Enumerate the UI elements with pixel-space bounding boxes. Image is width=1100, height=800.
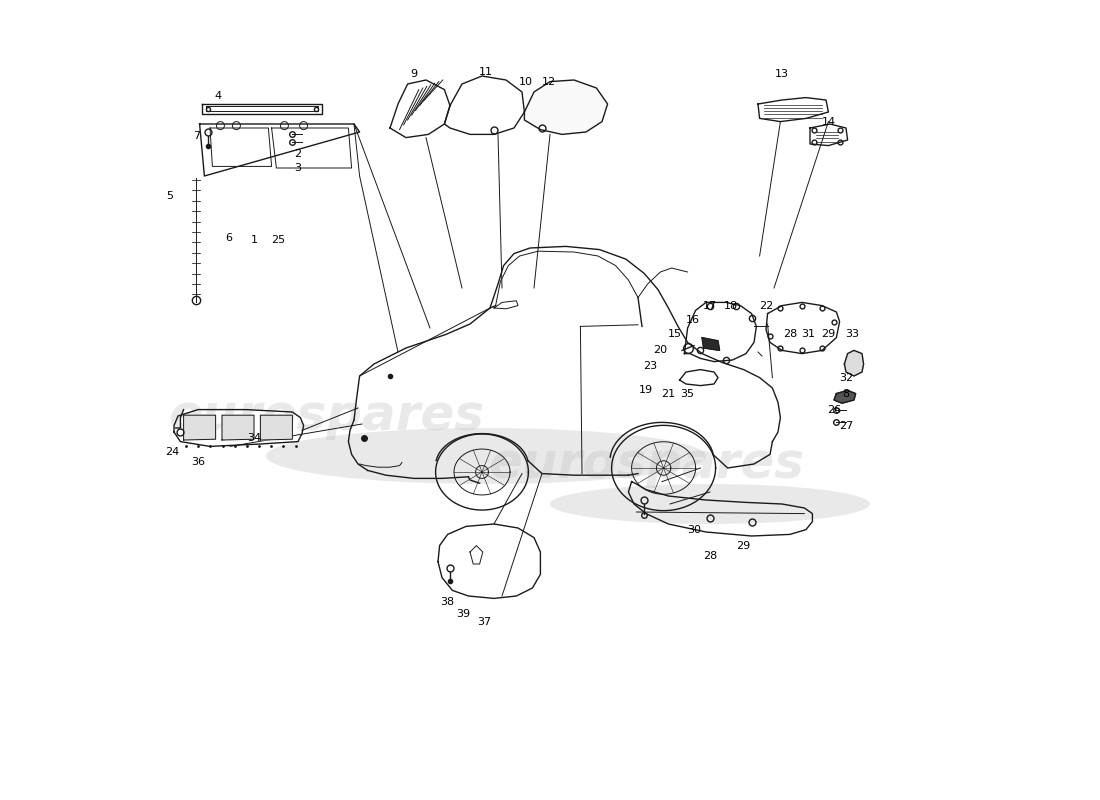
Text: 11: 11 <box>478 67 493 77</box>
Text: 25: 25 <box>271 235 285 245</box>
Text: 15: 15 <box>668 330 682 339</box>
Text: eurospares: eurospares <box>488 440 804 488</box>
Text: 5: 5 <box>166 191 174 201</box>
Text: 16: 16 <box>686 315 701 325</box>
Text: 34: 34 <box>246 434 261 443</box>
Text: 22: 22 <box>759 301 773 310</box>
Text: eurospares: eurospares <box>168 392 484 440</box>
Text: 20: 20 <box>653 346 668 355</box>
Text: 32: 32 <box>839 373 854 382</box>
Text: 12: 12 <box>541 78 556 87</box>
Text: 29: 29 <box>822 330 836 339</box>
Polygon shape <box>184 415 216 440</box>
Text: 30: 30 <box>688 525 701 534</box>
Text: 27: 27 <box>839 421 854 430</box>
Ellipse shape <box>266 428 706 484</box>
Text: 28: 28 <box>703 551 717 561</box>
Text: 1: 1 <box>251 235 257 245</box>
Ellipse shape <box>550 484 870 524</box>
Text: 37: 37 <box>477 618 492 627</box>
Text: 31: 31 <box>802 330 815 339</box>
Polygon shape <box>702 338 719 350</box>
Text: 6: 6 <box>224 233 232 242</box>
Text: 26: 26 <box>827 405 842 414</box>
Text: 24: 24 <box>165 447 179 457</box>
Text: 17: 17 <box>703 301 717 310</box>
Text: 39: 39 <box>456 610 471 619</box>
Text: 9: 9 <box>410 69 418 78</box>
Text: 3: 3 <box>295 163 301 173</box>
Text: 35: 35 <box>681 389 694 398</box>
Text: 13: 13 <box>776 70 789 79</box>
Text: 19: 19 <box>639 386 653 395</box>
Text: 7: 7 <box>192 131 200 141</box>
Polygon shape <box>845 350 864 376</box>
Text: 29: 29 <box>737 541 750 550</box>
Text: 4: 4 <box>214 91 221 101</box>
Text: 28: 28 <box>783 330 798 339</box>
Text: 21: 21 <box>661 389 675 398</box>
Text: 10: 10 <box>519 78 534 87</box>
Text: 33: 33 <box>846 330 859 339</box>
Text: 14: 14 <box>822 117 836 126</box>
Text: 38: 38 <box>440 597 454 606</box>
Text: 36: 36 <box>191 458 205 467</box>
Polygon shape <box>261 415 293 440</box>
Polygon shape <box>222 415 254 440</box>
Text: 2: 2 <box>295 149 301 158</box>
Text: 8: 8 <box>843 389 849 398</box>
Polygon shape <box>834 390 856 403</box>
Text: 23: 23 <box>642 362 657 371</box>
Text: 18: 18 <box>724 301 738 310</box>
Polygon shape <box>525 80 607 134</box>
